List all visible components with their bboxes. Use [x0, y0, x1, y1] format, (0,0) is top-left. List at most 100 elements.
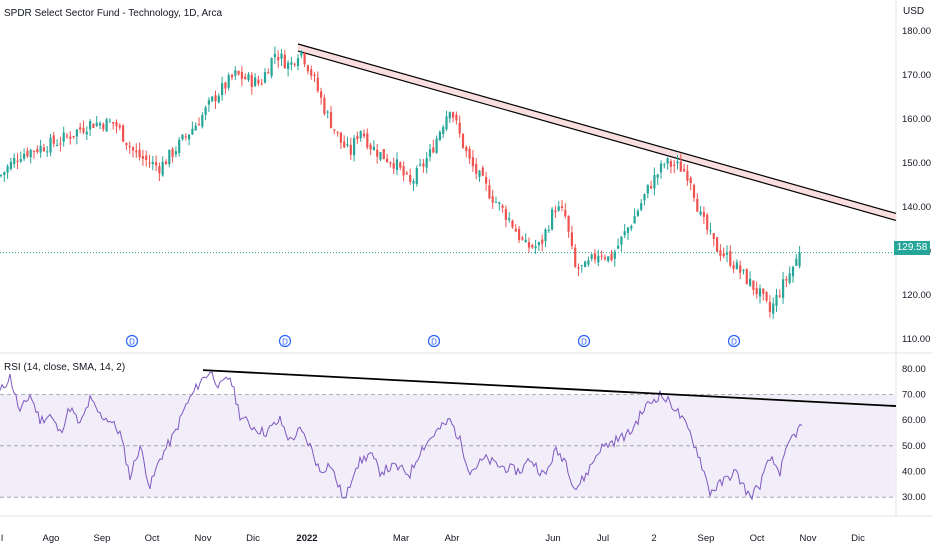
- candle-body: [564, 209, 567, 217]
- candle-body: [659, 163, 663, 173]
- candle-body: [438, 132, 441, 140]
- rsi-tick-label: 70.00: [902, 390, 926, 401]
- time-tick-label: Jun: [545, 533, 560, 544]
- candle-body: [706, 214, 709, 230]
- time-tick-label: l: [1, 533, 3, 544]
- time-tick-label: Abr: [445, 533, 460, 544]
- candle-body: [122, 125, 125, 142]
- candle-body: [257, 79, 260, 84]
- candle-body: [89, 120, 92, 130]
- price-trendline-upper[interactable]: [297, 43, 897, 214]
- candle-body: [343, 141, 346, 148]
- candle-body: [194, 125, 197, 131]
- candle-body: [161, 161, 164, 176]
- candle-body: [42, 147, 45, 152]
- candle-body: [16, 160, 19, 162]
- candle-body: [313, 74, 316, 77]
- candle-body: [465, 146, 468, 152]
- candle-body: [362, 133, 366, 137]
- dividend-marker[interactable]: D: [577, 334, 591, 348]
- candle-body: [62, 132, 65, 142]
- dividend-marker-label: D: [129, 338, 135, 347]
- candle-body: [3, 172, 6, 175]
- candle-body: [336, 131, 339, 133]
- price-tick-label: 140.00: [902, 202, 931, 213]
- candle-body: [214, 95, 217, 102]
- candle-body: [191, 128, 194, 135]
- candle-body: [13, 157, 16, 164]
- rsi-trendline[interactable]: [202, 369, 897, 407]
- candle-body: [92, 123, 95, 128]
- candle-body: [488, 185, 491, 199]
- time-tick-label: Nov: [195, 533, 212, 544]
- price-trendline-lower[interactable]: [297, 50, 897, 222]
- candle-body: [29, 149, 32, 158]
- candle-body: [623, 231, 626, 236]
- candle-body: [72, 135, 75, 137]
- candle-body: [386, 158, 389, 163]
- candle-body: [296, 58, 300, 67]
- candle-body: [683, 169, 686, 172]
- candle-body: [303, 53, 306, 65]
- candle-body: [587, 260, 590, 265]
- candle-body: [669, 161, 672, 167]
- dividend-marker[interactable]: D: [727, 334, 741, 348]
- candle-body: [633, 216, 636, 224]
- candle-body: [574, 247, 577, 267]
- candle-body: [620, 236, 623, 245]
- candle-body: [240, 71, 243, 79]
- candle-body: [521, 237, 524, 240]
- candle-body: [696, 198, 699, 212]
- candle-body: [560, 206, 564, 208]
- candle-body: [613, 251, 616, 259]
- candle-body: [455, 114, 458, 121]
- candle-body: [673, 164, 676, 166]
- candle-body: [108, 121, 111, 123]
- candle-body: [768, 302, 771, 313]
- candle-body: [570, 232, 573, 247]
- candle-body: [320, 91, 323, 98]
- candle-body: [478, 170, 481, 177]
- candle-body: [518, 228, 521, 240]
- candle-body: [653, 175, 656, 189]
- rsi-line[interactable]: [0, 371, 803, 501]
- dividend-marker[interactable]: D: [427, 334, 441, 348]
- candle-body: [366, 133, 369, 148]
- candle-body: [221, 83, 224, 96]
- dividend-marker[interactable]: D: [278, 334, 292, 348]
- candle-body: [277, 57, 280, 61]
- candle-body: [0, 175, 3, 177]
- candle-body: [640, 203, 643, 210]
- candle-body: [428, 149, 432, 157]
- candle-body: [656, 174, 659, 178]
- candle-body: [201, 114, 204, 127]
- candle-body: [702, 212, 705, 217]
- candle-body: [356, 136, 359, 140]
- candle-body: [504, 209, 507, 220]
- candle-body: [19, 159, 22, 162]
- candle-body: [260, 83, 263, 85]
- candle-body: [419, 164, 422, 166]
- candle-body: [32, 150, 36, 152]
- candle-body: [725, 252, 729, 255]
- dividend-marker-label: D: [581, 338, 587, 347]
- candle-body: [643, 194, 646, 201]
- candle-body: [716, 237, 719, 252]
- candle-body: [425, 158, 428, 168]
- candle-body: [752, 280, 755, 290]
- candle-body: [102, 124, 105, 130]
- candle-body: [739, 265, 742, 273]
- candle-body: [458, 122, 461, 134]
- candle-body: [567, 216, 570, 232]
- candle-body: [475, 163, 478, 174]
- candle-body: [125, 142, 128, 146]
- candle-body: [237, 71, 240, 75]
- time-tick-label: Oct: [750, 533, 765, 544]
- dividend-marker[interactable]: D: [125, 334, 139, 348]
- candle-body: [758, 288, 762, 297]
- candle-body: [392, 163, 395, 169]
- candle-body: [98, 123, 102, 126]
- candle-body: [234, 70, 237, 76]
